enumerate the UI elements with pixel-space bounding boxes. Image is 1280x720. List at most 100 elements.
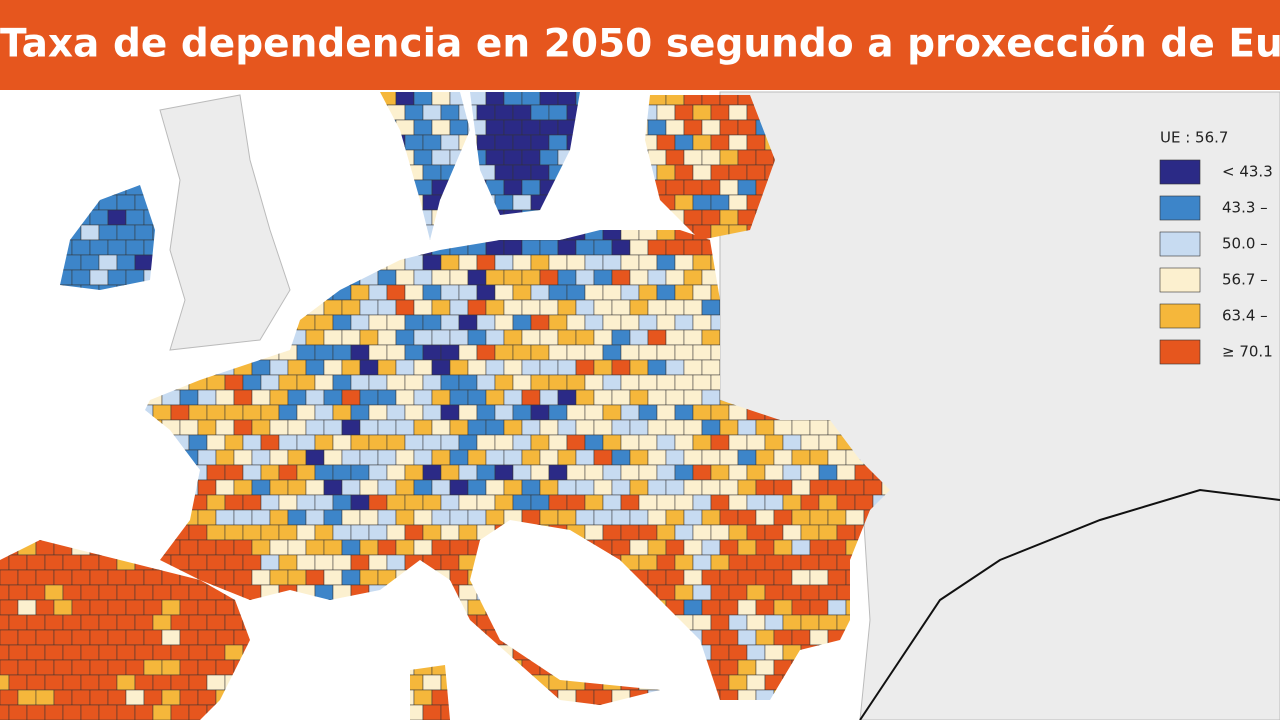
region [179,419,199,436]
region [269,419,289,436]
region [314,344,334,361]
region [728,104,748,121]
region [611,449,631,466]
region [620,404,640,421]
region [737,599,757,616]
region [512,464,532,481]
region [818,434,838,451]
region [386,554,406,571]
region [521,92,541,106]
region [494,194,514,211]
region [584,404,604,421]
region [809,539,829,556]
region [467,329,487,346]
region [764,584,784,601]
region [701,299,721,316]
region [8,554,28,571]
region [26,554,46,571]
region [323,479,343,496]
region [125,629,145,646]
region [683,329,703,346]
region [134,704,154,720]
region [278,494,298,511]
region [476,434,496,451]
region [404,464,424,481]
region [701,119,721,136]
region [170,674,190,691]
region [737,119,757,136]
region [665,179,685,196]
region [548,284,568,301]
region [197,689,217,706]
legend-swatch [1159,159,1201,185]
region [413,329,433,346]
region [386,314,406,331]
region [620,344,640,361]
region [458,314,478,331]
region [89,569,109,586]
legend-label: 43.3 – [1222,199,1268,217]
region [161,629,181,646]
region [188,404,208,421]
region [0,674,10,691]
region [494,314,514,331]
region [647,269,667,286]
region [0,689,19,706]
region [413,92,433,106]
region [728,494,748,511]
region [368,404,388,421]
region [422,164,442,181]
region [494,344,514,361]
region [8,644,28,661]
region [566,284,586,301]
region [386,374,406,391]
region [404,284,424,301]
region [8,584,28,601]
region [17,569,37,586]
region [179,629,199,646]
region [647,479,667,496]
region [620,314,640,331]
region [341,299,361,316]
region [332,524,352,541]
region [548,404,568,421]
region [665,329,685,346]
region [107,689,127,706]
region [206,614,226,631]
region [719,629,739,646]
region [548,314,568,331]
region [53,569,73,586]
region [674,434,694,451]
region [80,584,100,601]
region [467,419,487,436]
region [440,284,460,301]
region [512,434,532,451]
region [566,434,586,451]
region [467,299,487,316]
region [386,434,406,451]
region [791,479,811,496]
region [647,509,667,526]
region [782,584,802,601]
region [71,659,91,676]
region [548,374,568,391]
region [323,419,343,436]
region [638,254,658,271]
region [701,449,721,466]
region [620,374,640,391]
region [683,419,703,436]
region [566,464,586,481]
region [449,359,469,376]
region [638,494,658,511]
region [269,569,289,586]
region [449,269,469,286]
region [476,314,496,331]
region [638,314,658,331]
region [827,479,847,496]
region [89,629,109,646]
region [260,464,280,481]
region [485,419,505,436]
region [809,479,829,496]
region [611,329,631,346]
region [422,404,442,421]
